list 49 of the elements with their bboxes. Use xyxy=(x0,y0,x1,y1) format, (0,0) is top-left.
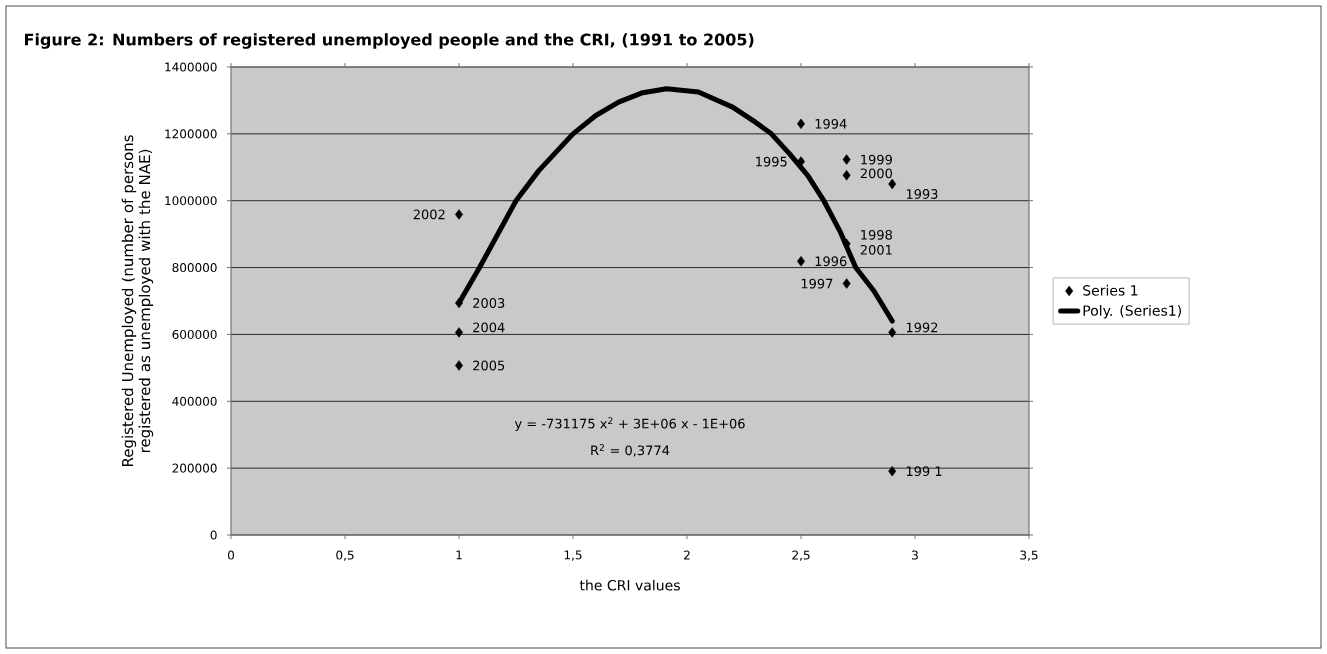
y-tick-label: 1200000 xyxy=(165,129,217,139)
x-tick-label: 1,5 xyxy=(564,550,582,561)
annotation: y = -731175 x$^{2}$ + 3E+06 x - 1E+06 xyxy=(514,417,745,431)
y-tick-label: 1400000 xyxy=(165,62,217,72)
annotation: 1993 xyxy=(906,189,938,199)
annotation: 1998 xyxy=(861,229,892,240)
x-tick-label: 0 xyxy=(227,550,235,560)
x-axis-title: the CRI values xyxy=(579,579,680,591)
x-tick-label: 0,5 xyxy=(336,550,354,561)
legend-label: Series 1 xyxy=(1083,284,1138,296)
point xyxy=(455,209,463,220)
annotation: R$^{2}$ = 0,3774 xyxy=(591,443,670,457)
annotation: 2005 xyxy=(473,360,505,371)
annotation: 2004 xyxy=(473,322,505,333)
point xyxy=(797,156,805,167)
point xyxy=(888,178,897,190)
point xyxy=(842,278,851,289)
annotation: 2003 xyxy=(473,298,505,308)
y-tick-label: 1000000 xyxy=(165,196,217,206)
point xyxy=(888,465,897,477)
point xyxy=(455,360,463,371)
annotation: 2002 xyxy=(413,209,445,220)
annotation: 1995 xyxy=(756,156,787,167)
y-tick-label: 600000 xyxy=(172,329,217,339)
annotation: 1997 xyxy=(801,278,833,289)
point xyxy=(842,154,851,165)
annotation: 2001 xyxy=(860,244,892,255)
point xyxy=(888,327,897,338)
annotation: 1992 xyxy=(906,322,938,333)
chart-title: Figure 2: Numbers of registered unemployed people and the CRI, (1991 to 2005) xyxy=(25,33,754,49)
annotation: 1996 xyxy=(815,256,847,267)
legend-label: Poly. (Series1) xyxy=(1083,305,1181,319)
y-tick-label: 200000 xyxy=(172,463,217,473)
x-tick-label: 1 xyxy=(456,550,462,560)
x-tick-label: 2 xyxy=(684,550,690,560)
annotation: 1994 xyxy=(815,118,847,129)
annotation: 1999 xyxy=(861,154,892,165)
point xyxy=(797,256,805,267)
y-tick-label: 400000 xyxy=(172,396,217,406)
y-tick-label: 0 xyxy=(210,530,217,540)
point xyxy=(455,327,463,338)
annotation: 199 1 xyxy=(906,466,942,477)
y-axis-title: Registered Unemployed (number of persons registered as unemployed with the NAE) xyxy=(121,135,154,467)
x-tick-label: 3 xyxy=(912,550,918,560)
y-tick-label: 800000 xyxy=(172,263,217,273)
x-tick-label: 3,5 xyxy=(1020,550,1038,561)
annotation: 2000 xyxy=(860,168,893,179)
point xyxy=(842,170,851,181)
x-tick-label: 2,5 xyxy=(792,550,810,561)
